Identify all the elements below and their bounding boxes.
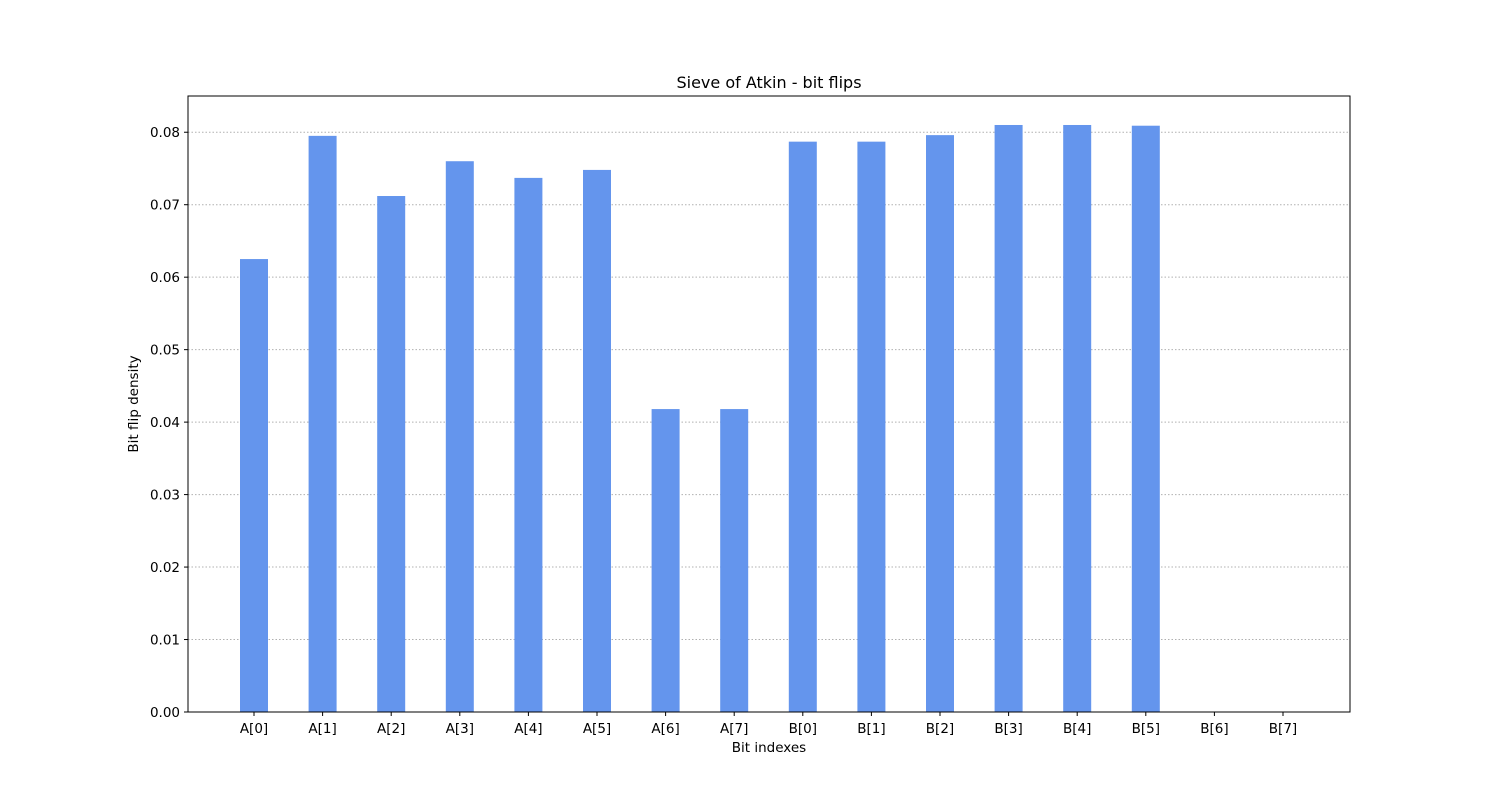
y-tick-label: 0.06	[150, 270, 180, 286]
bar-b2	[926, 135, 954, 712]
x-tick-label: B[7]	[1269, 721, 1297, 737]
x-tick-label: B[6]	[1200, 721, 1228, 737]
x-axis-label: Bit indexes	[732, 740, 806, 756]
x-tick-label: A[7]	[720, 721, 748, 737]
y-tick-label: 0.00	[150, 705, 180, 721]
bar-a7	[720, 409, 749, 712]
bar-b1	[857, 141, 886, 712]
chart-title: Sieve of Atkin - bit flips	[676, 73, 861, 92]
x-tick-label: B[5]	[1132, 721, 1160, 737]
x-tick-label: A[4]	[514, 721, 542, 737]
y-tick-label: 0.08	[150, 125, 180, 141]
x-tick-label: B[4]	[1063, 721, 1091, 737]
grid-lines	[188, 131, 1350, 641]
x-axis-ticks: A[0] A[1] A[2] A[3] A[4] A[5] A[6] A[7] B[0] B[1]…	[240, 712, 1297, 737]
y-tick-label: 0.03	[150, 488, 180, 504]
bar-b5	[1131, 125, 1160, 712]
bar-a4	[514, 177, 543, 712]
x-tick-label: A[3]	[446, 721, 474, 737]
x-tick-label: B[2]	[926, 721, 954, 737]
x-tick-label: B[0]	[789, 721, 817, 737]
x-tick-label: B[3]	[994, 721, 1022, 737]
bar-a2	[377, 196, 406, 713]
y-tick-label: 0.05	[150, 343, 180, 359]
x-tick-label: A[0]	[240, 721, 268, 737]
y-tick-label: 0.04	[150, 415, 180, 431]
x-tick-label: A[5]	[583, 721, 611, 737]
x-tick-label: A[2]	[377, 721, 405, 737]
bar-a5	[583, 169, 611, 713]
bars	[240, 124, 1160, 713]
x-tick-label: B[1]	[857, 721, 885, 737]
bar-a0	[240, 259, 268, 712]
y-tick-label: 0.07	[150, 198, 180, 214]
bar-a1	[308, 135, 337, 712]
bar-b3	[994, 124, 1023, 713]
x-tick-label: A[1]	[308, 721, 336, 737]
bar-b4	[1063, 124, 1092, 713]
y-axis-ticks: 0.00 0.01 0.02 0.03 0.04 0.05 0.06 0.07 0.08	[150, 125, 188, 721]
bar-b0	[788, 141, 817, 712]
y-tick-label: 0.02	[150, 560, 180, 576]
plot-frame	[187, 95, 1351, 713]
y-axis-label: Bit flip density	[126, 355, 142, 452]
bar-a3	[445, 161, 474, 713]
bar-a6	[651, 409, 680, 712]
x-tick-label: A[6]	[651, 721, 679, 737]
y-tick-label: 0.01	[150, 633, 180, 649]
